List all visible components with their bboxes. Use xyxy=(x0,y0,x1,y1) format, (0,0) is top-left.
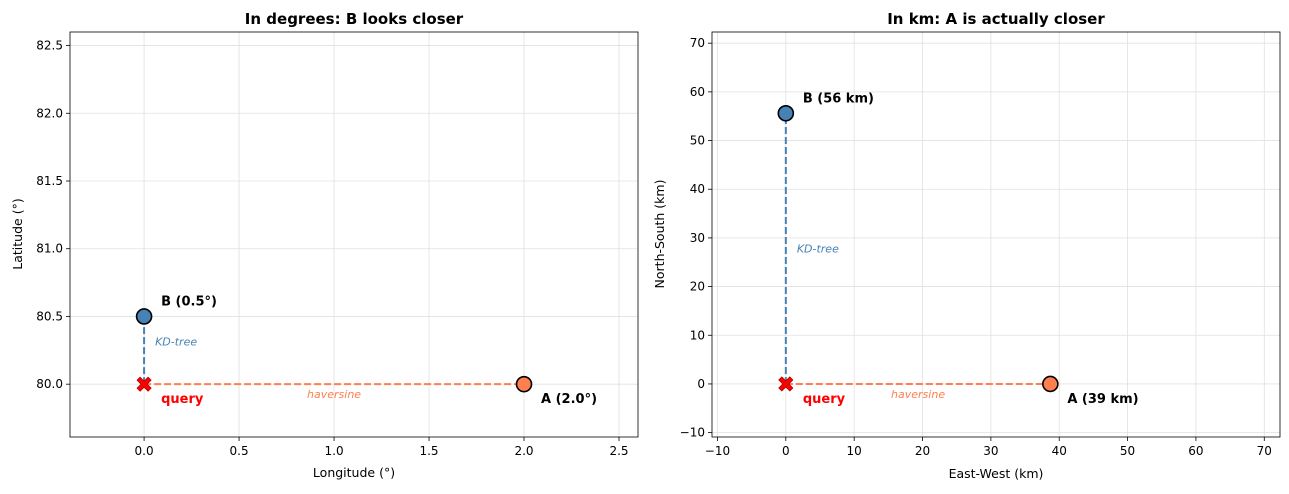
right-y-axis-label: North-South (km) xyxy=(652,180,667,289)
left-point-B xyxy=(135,308,153,325)
left-x-tick-label: 0.5 xyxy=(230,444,249,458)
left-x-tick-label: 2.5 xyxy=(609,444,628,458)
right-y-tick-label: −10 xyxy=(680,426,705,440)
right-y-tick-label: 70 xyxy=(690,36,705,50)
right-y-tick-label: 30 xyxy=(690,231,705,245)
right-query-label: query xyxy=(803,392,846,407)
left-y-tick-label: 81.5 xyxy=(36,174,63,188)
right-subplot-km: In km: A is actually closer East-West (k… xyxy=(652,10,1281,481)
right-y-tick-label: 40 xyxy=(690,182,705,196)
left-point-A xyxy=(515,375,533,393)
right-query-marker xyxy=(778,376,794,392)
left-x-tick-label: 1.0 xyxy=(325,444,344,458)
right-x-tick-label: 0 xyxy=(782,444,790,458)
right-point-A xyxy=(1042,375,1059,393)
right-haversine-label: haversine xyxy=(891,388,945,401)
left-point-A-label: A (2.0°) xyxy=(541,392,597,407)
left-haversine-label: haversine xyxy=(307,388,361,401)
left-query-label: query xyxy=(161,392,204,407)
left-subplot-degrees: In degrees: B looks closer Longitude (°)… xyxy=(10,10,639,480)
right-y-tick-label: 60 xyxy=(690,85,705,99)
left-x-tick-label: 0.0 xyxy=(135,444,154,458)
right-x-tick-label: 20 xyxy=(915,444,930,458)
left-y-tick-label: 80.0 xyxy=(36,377,63,391)
left-y-tick-label: 82.5 xyxy=(36,39,63,53)
right-x-tick-label: 70 xyxy=(1257,444,1272,458)
left-kd-tree-label: KD-tree xyxy=(155,335,197,348)
left-x-tick-label: 2.0 xyxy=(514,444,533,458)
right-x-tick-label: −10 xyxy=(705,444,730,458)
right-point-B-label: B (56 km) xyxy=(803,91,874,106)
right-y-tick-label: 10 xyxy=(690,328,705,342)
right-x-tick-label: 50 xyxy=(1120,444,1135,458)
left-point-B-label: B (0.5°) xyxy=(161,294,217,309)
left-y-tick-label: 80.5 xyxy=(36,309,63,323)
left-axes-frame xyxy=(69,31,639,438)
right-kd-tree-label: KD-tree xyxy=(797,243,839,256)
right-y-tick-label: 0 xyxy=(697,377,705,391)
right-x-tick-label: 30 xyxy=(983,444,998,458)
left-y-tick-label: 82.0 xyxy=(36,106,63,120)
right-chart-title: In km: A is actually closer xyxy=(887,10,1105,28)
right-point-A-label: A (39 km) xyxy=(1067,392,1138,407)
right-x-axis-label: East-West (km) xyxy=(949,466,1044,481)
right-point-B xyxy=(777,104,795,122)
right-x-tick-label: 60 xyxy=(1188,444,1203,458)
right-x-tick-label: 10 xyxy=(847,444,862,458)
left-x-axis-label: Longitude (°) xyxy=(313,465,395,480)
left-query-marker xyxy=(136,376,152,392)
left-x-tick-label: 1.5 xyxy=(419,444,438,458)
right-y-tick-label: 50 xyxy=(690,134,705,148)
left-y-axis-label: Latitude (°) xyxy=(10,198,25,269)
left-chart-title: In degrees: B looks closer xyxy=(245,10,464,28)
right-y-tick-label: 20 xyxy=(690,280,705,294)
right-axes-frame xyxy=(711,31,1281,438)
left-y-tick-label: 81.0 xyxy=(36,242,63,256)
right-x-tick-label: 40 xyxy=(1052,444,1067,458)
